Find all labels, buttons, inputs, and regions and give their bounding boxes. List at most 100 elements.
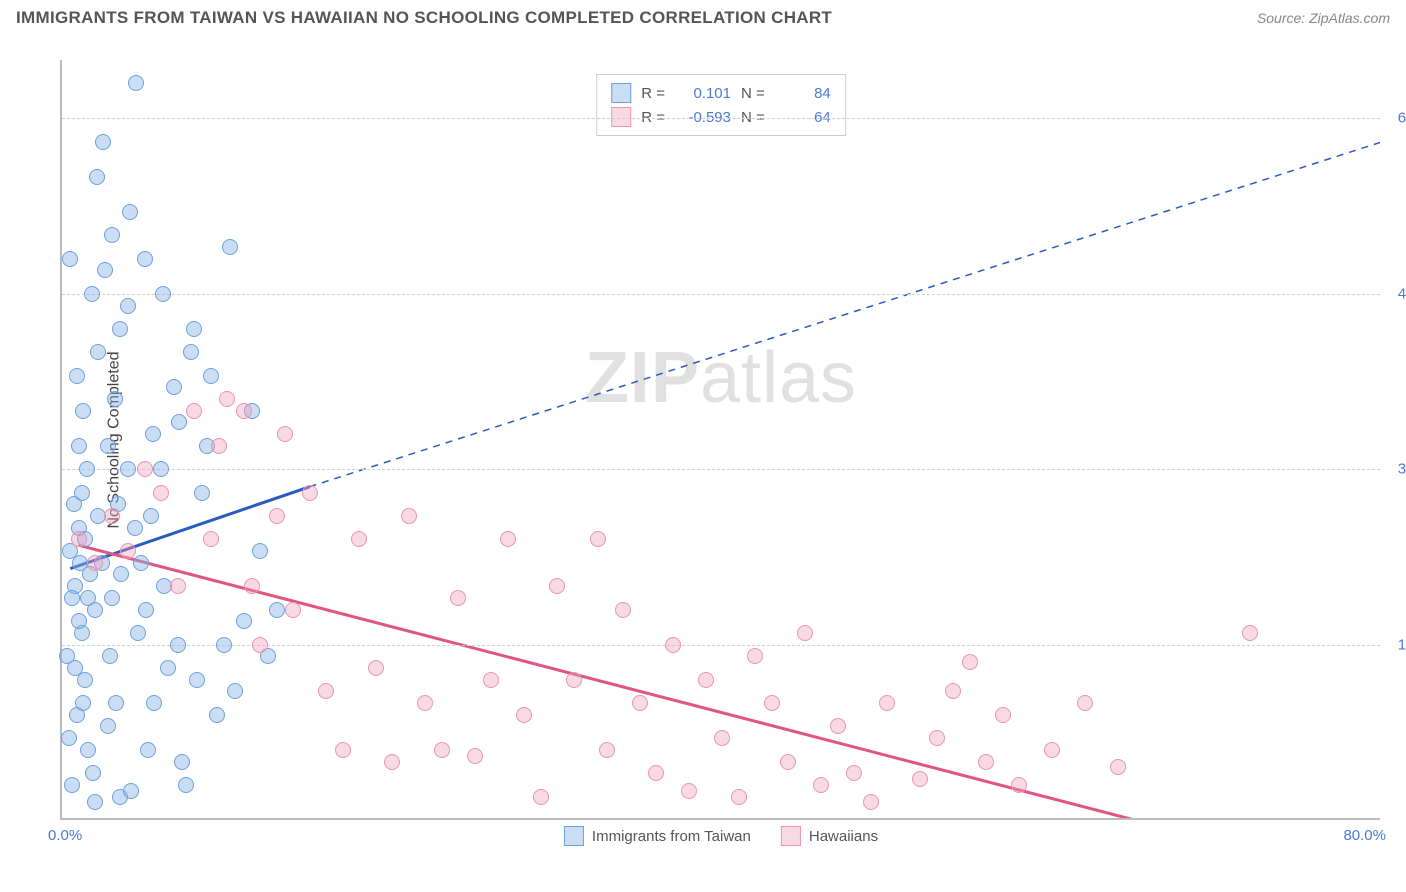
scatter-point: [516, 707, 532, 723]
scatter-point: [879, 695, 895, 711]
scatter-point: [170, 637, 186, 653]
scatter-point: [174, 754, 190, 770]
scatter-point: [64, 590, 80, 606]
scatter-point: [97, 262, 113, 278]
scatter-point: [500, 531, 516, 547]
scatter-point: [75, 695, 91, 711]
scatter-point: [160, 660, 176, 676]
scatter-point: [236, 613, 252, 629]
scatter-point: [269, 602, 285, 618]
scatter-point: [153, 461, 169, 477]
y-tick-label: 1.5%: [1398, 636, 1406, 653]
scatter-point: [183, 344, 199, 360]
swatch-series2: [611, 107, 631, 127]
scatter-point: [95, 134, 111, 150]
scatter-point: [170, 578, 186, 594]
scatter-point: [87, 794, 103, 810]
scatter-point: [138, 602, 154, 618]
n-label: N =: [741, 85, 765, 102]
scatter-point: [209, 707, 225, 723]
scatter-point: [146, 695, 162, 711]
scatter-point: [64, 777, 80, 793]
gridline: [62, 294, 1380, 295]
scatter-point: [813, 777, 829, 793]
scatter-point: [863, 794, 879, 810]
scatter-point: [122, 204, 138, 220]
scatter-point: [764, 695, 780, 711]
scatter-point: [89, 169, 105, 185]
scatter-point: [665, 637, 681, 653]
scatter-point: [1077, 695, 1093, 711]
scatter-point: [100, 718, 116, 734]
scatter-point: [216, 637, 232, 653]
chart-title: IMMIGRANTS FROM TAIWAN VS HAWAIIAN NO SC…: [16, 8, 832, 28]
scatter-point: [178, 777, 194, 793]
scatter-point: [912, 771, 928, 787]
scatter-point: [79, 461, 95, 477]
swatch-series1: [611, 83, 631, 103]
scatter-point: [285, 602, 301, 618]
scatter-point: [780, 754, 796, 770]
scatter-point: [632, 695, 648, 711]
scatter-point: [244, 578, 260, 594]
scatter-point: [269, 508, 285, 524]
scatter-point: [203, 368, 219, 384]
y-tick-label: 6.0%: [1398, 110, 1406, 127]
scatter-point: [104, 590, 120, 606]
scatter-point: [108, 695, 124, 711]
legend-row-series2: R = -0.593 N = 64: [611, 105, 831, 129]
scatter-point: [533, 789, 549, 805]
scatter-point: [483, 672, 499, 688]
scatter-point: [1044, 742, 1060, 758]
x-tick-min: 0.0%: [48, 827, 82, 844]
scatter-point: [302, 485, 318, 501]
y-tick-label: 3.0%: [1398, 461, 1406, 478]
chart-source: Source: ZipAtlas.com: [1257, 10, 1390, 26]
scatter-point: [137, 461, 153, 477]
legend-item-series2: Hawaiians: [781, 826, 878, 846]
scatter-point: [75, 403, 91, 419]
scatter-point: [153, 485, 169, 501]
scatter-point: [929, 730, 945, 746]
scatter-point: [945, 683, 961, 699]
scatter-point: [80, 590, 96, 606]
scatter-point: [698, 672, 714, 688]
chart-container: No Schooling Completed ZIPatlas R = 0.10…: [50, 50, 1390, 830]
scatter-point: [104, 227, 120, 243]
scatter-point: [714, 730, 730, 746]
scatter-point: [351, 531, 367, 547]
scatter-point: [137, 251, 153, 267]
scatter-point: [599, 742, 615, 758]
scatter-point: [467, 748, 483, 764]
scatter-point: [1110, 759, 1126, 775]
scatter-point: [194, 485, 210, 501]
scatter-point: [104, 508, 120, 524]
scatter-point: [830, 718, 846, 734]
scatter-point: [85, 765, 101, 781]
legend-label-series2: Hawaiians: [809, 828, 878, 845]
scatter-point: [401, 508, 417, 524]
r-value-series1: 0.101: [675, 85, 731, 102]
scatter-point: [681, 783, 697, 799]
scatter-point: [648, 765, 664, 781]
swatch-series2: [781, 826, 801, 846]
watermark-zip: ZIP: [585, 338, 700, 418]
scatter-point: [434, 742, 450, 758]
scatter-point: [731, 789, 747, 805]
scatter-point: [189, 672, 205, 688]
swatch-series1: [564, 826, 584, 846]
watermark: ZIPatlas: [585, 337, 857, 419]
scatter-point: [61, 730, 77, 746]
scatter-point: [747, 648, 763, 664]
trend-lines: [62, 60, 1380, 818]
legend-label-series1: Immigrants from Taiwan: [592, 828, 751, 845]
scatter-point: [67, 660, 83, 676]
scatter-point: [549, 578, 565, 594]
gridline: [62, 118, 1380, 119]
n-value-series1: 84: [775, 85, 831, 102]
watermark-atlas: atlas: [700, 338, 857, 418]
scatter-point: [80, 742, 96, 758]
n-value-series2: 64: [775, 109, 831, 126]
scatter-point: [384, 754, 400, 770]
scatter-point: [130, 625, 146, 641]
